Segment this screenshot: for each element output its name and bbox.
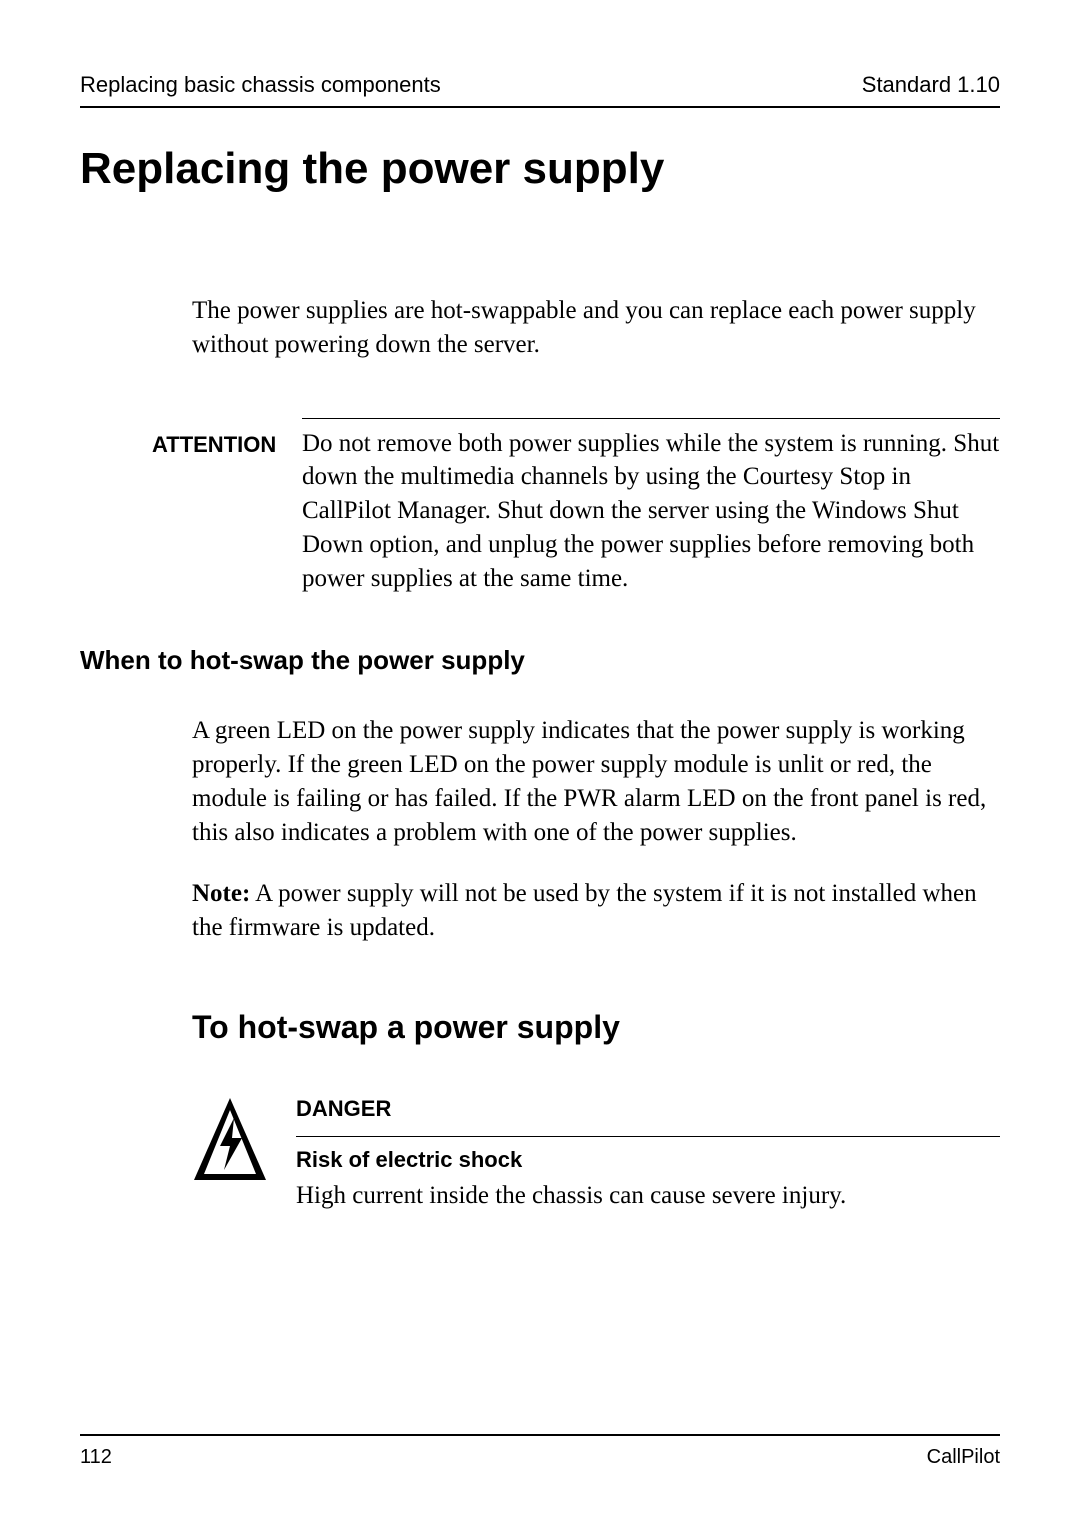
danger-body: DANGER Risk of electric shock High curre… — [296, 1096, 1000, 1213]
page-header: Replacing basic chassis components Stand… — [80, 72, 1000, 108]
page-footer: 112 CallPilot — [80, 1434, 1000, 1469]
header-left: Replacing basic chassis components — [80, 72, 441, 98]
attention-block: ATTENTION Do not remove both power suppl… — [152, 418, 1000, 596]
section-heading-hotswap-when: When to hot-swap the power supply — [80, 645, 1000, 676]
intro-paragraph: The power supplies are hot-swappable and… — [192, 294, 1000, 362]
header-right: Standard 1.10 — [862, 72, 1000, 98]
danger-block: DANGER Risk of electric shock High curre… — [192, 1096, 1000, 1213]
danger-label: DANGER — [296, 1096, 1000, 1122]
section1-note: Note: A power supply will not be used by… — [192, 877, 1000, 945]
product-name: CallPilot — [927, 1446, 1000, 1469]
electric-shock-icon — [192, 1096, 268, 1184]
danger-divider — [296, 1136, 1000, 1137]
attention-body: Do not remove both power supplies while … — [302, 418, 1000, 596]
danger-text: High current inside the chassis can caus… — [296, 1179, 1000, 1213]
document-page: Replacing basic chassis components Stand… — [0, 0, 1080, 1529]
page-number: 112 — [80, 1446, 112, 1469]
danger-subtitle: Risk of electric shock — [296, 1147, 1000, 1173]
note-text: A power supply will not be used by the s… — [192, 880, 977, 941]
attention-label: ATTENTION — [152, 418, 302, 596]
note-label: Note: — [192, 880, 250, 907]
section-heading-hotswap-procedure: To hot-swap a power supply — [192, 1009, 1000, 1046]
section1-paragraph: A green LED on the power supply indicate… — [192, 714, 1000, 849]
page-title: Replacing the power supply — [80, 144, 1000, 194]
